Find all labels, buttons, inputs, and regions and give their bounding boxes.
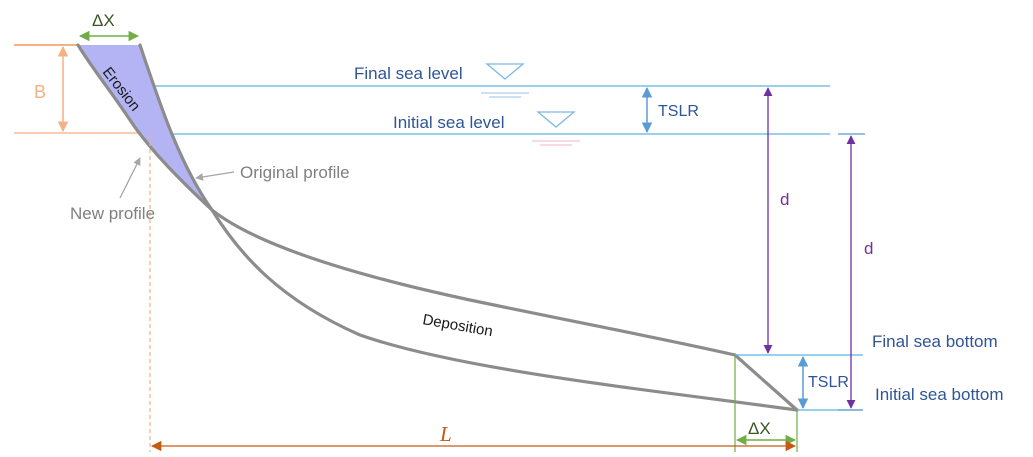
new-profile-label: New profile	[70, 204, 155, 223]
deposition-toe-line	[733, 353, 799, 412]
delta-x-top-label: ΔX	[92, 11, 115, 30]
original-profile-line	[138, 43, 737, 357]
d-outer-label: d	[864, 239, 873, 258]
delta-x-bottom-label: ΔX	[748, 419, 771, 438]
l-label: L	[439, 422, 452, 446]
final-water-level-symbol	[481, 63, 529, 98]
original-profile-label: Original profile	[240, 163, 350, 182]
original-profile-pointer	[195, 171, 235, 181]
erosion-area	[78, 45, 212, 210]
initial-sea-level-label: Initial sea level	[393, 113, 505, 132]
initial-sea-bottom-label: Initial sea bottom	[875, 385, 1004, 404]
new-profile-line	[76, 43, 799, 412]
final-sea-level-label: Final sea level	[354, 64, 463, 83]
tslr-bottom-label: TSLR	[808, 374, 849, 391]
deposition-label: Deposition	[421, 311, 494, 340]
b-label: B	[34, 82, 46, 102]
tslr-top-label: TSLR	[658, 103, 699, 120]
new-profile-pointer	[119, 157, 141, 199]
final-sea-bottom-label: Final sea bottom	[872, 332, 998, 351]
d-inner-label: d	[780, 190, 789, 209]
initial-water-level-symbol	[532, 111, 580, 146]
